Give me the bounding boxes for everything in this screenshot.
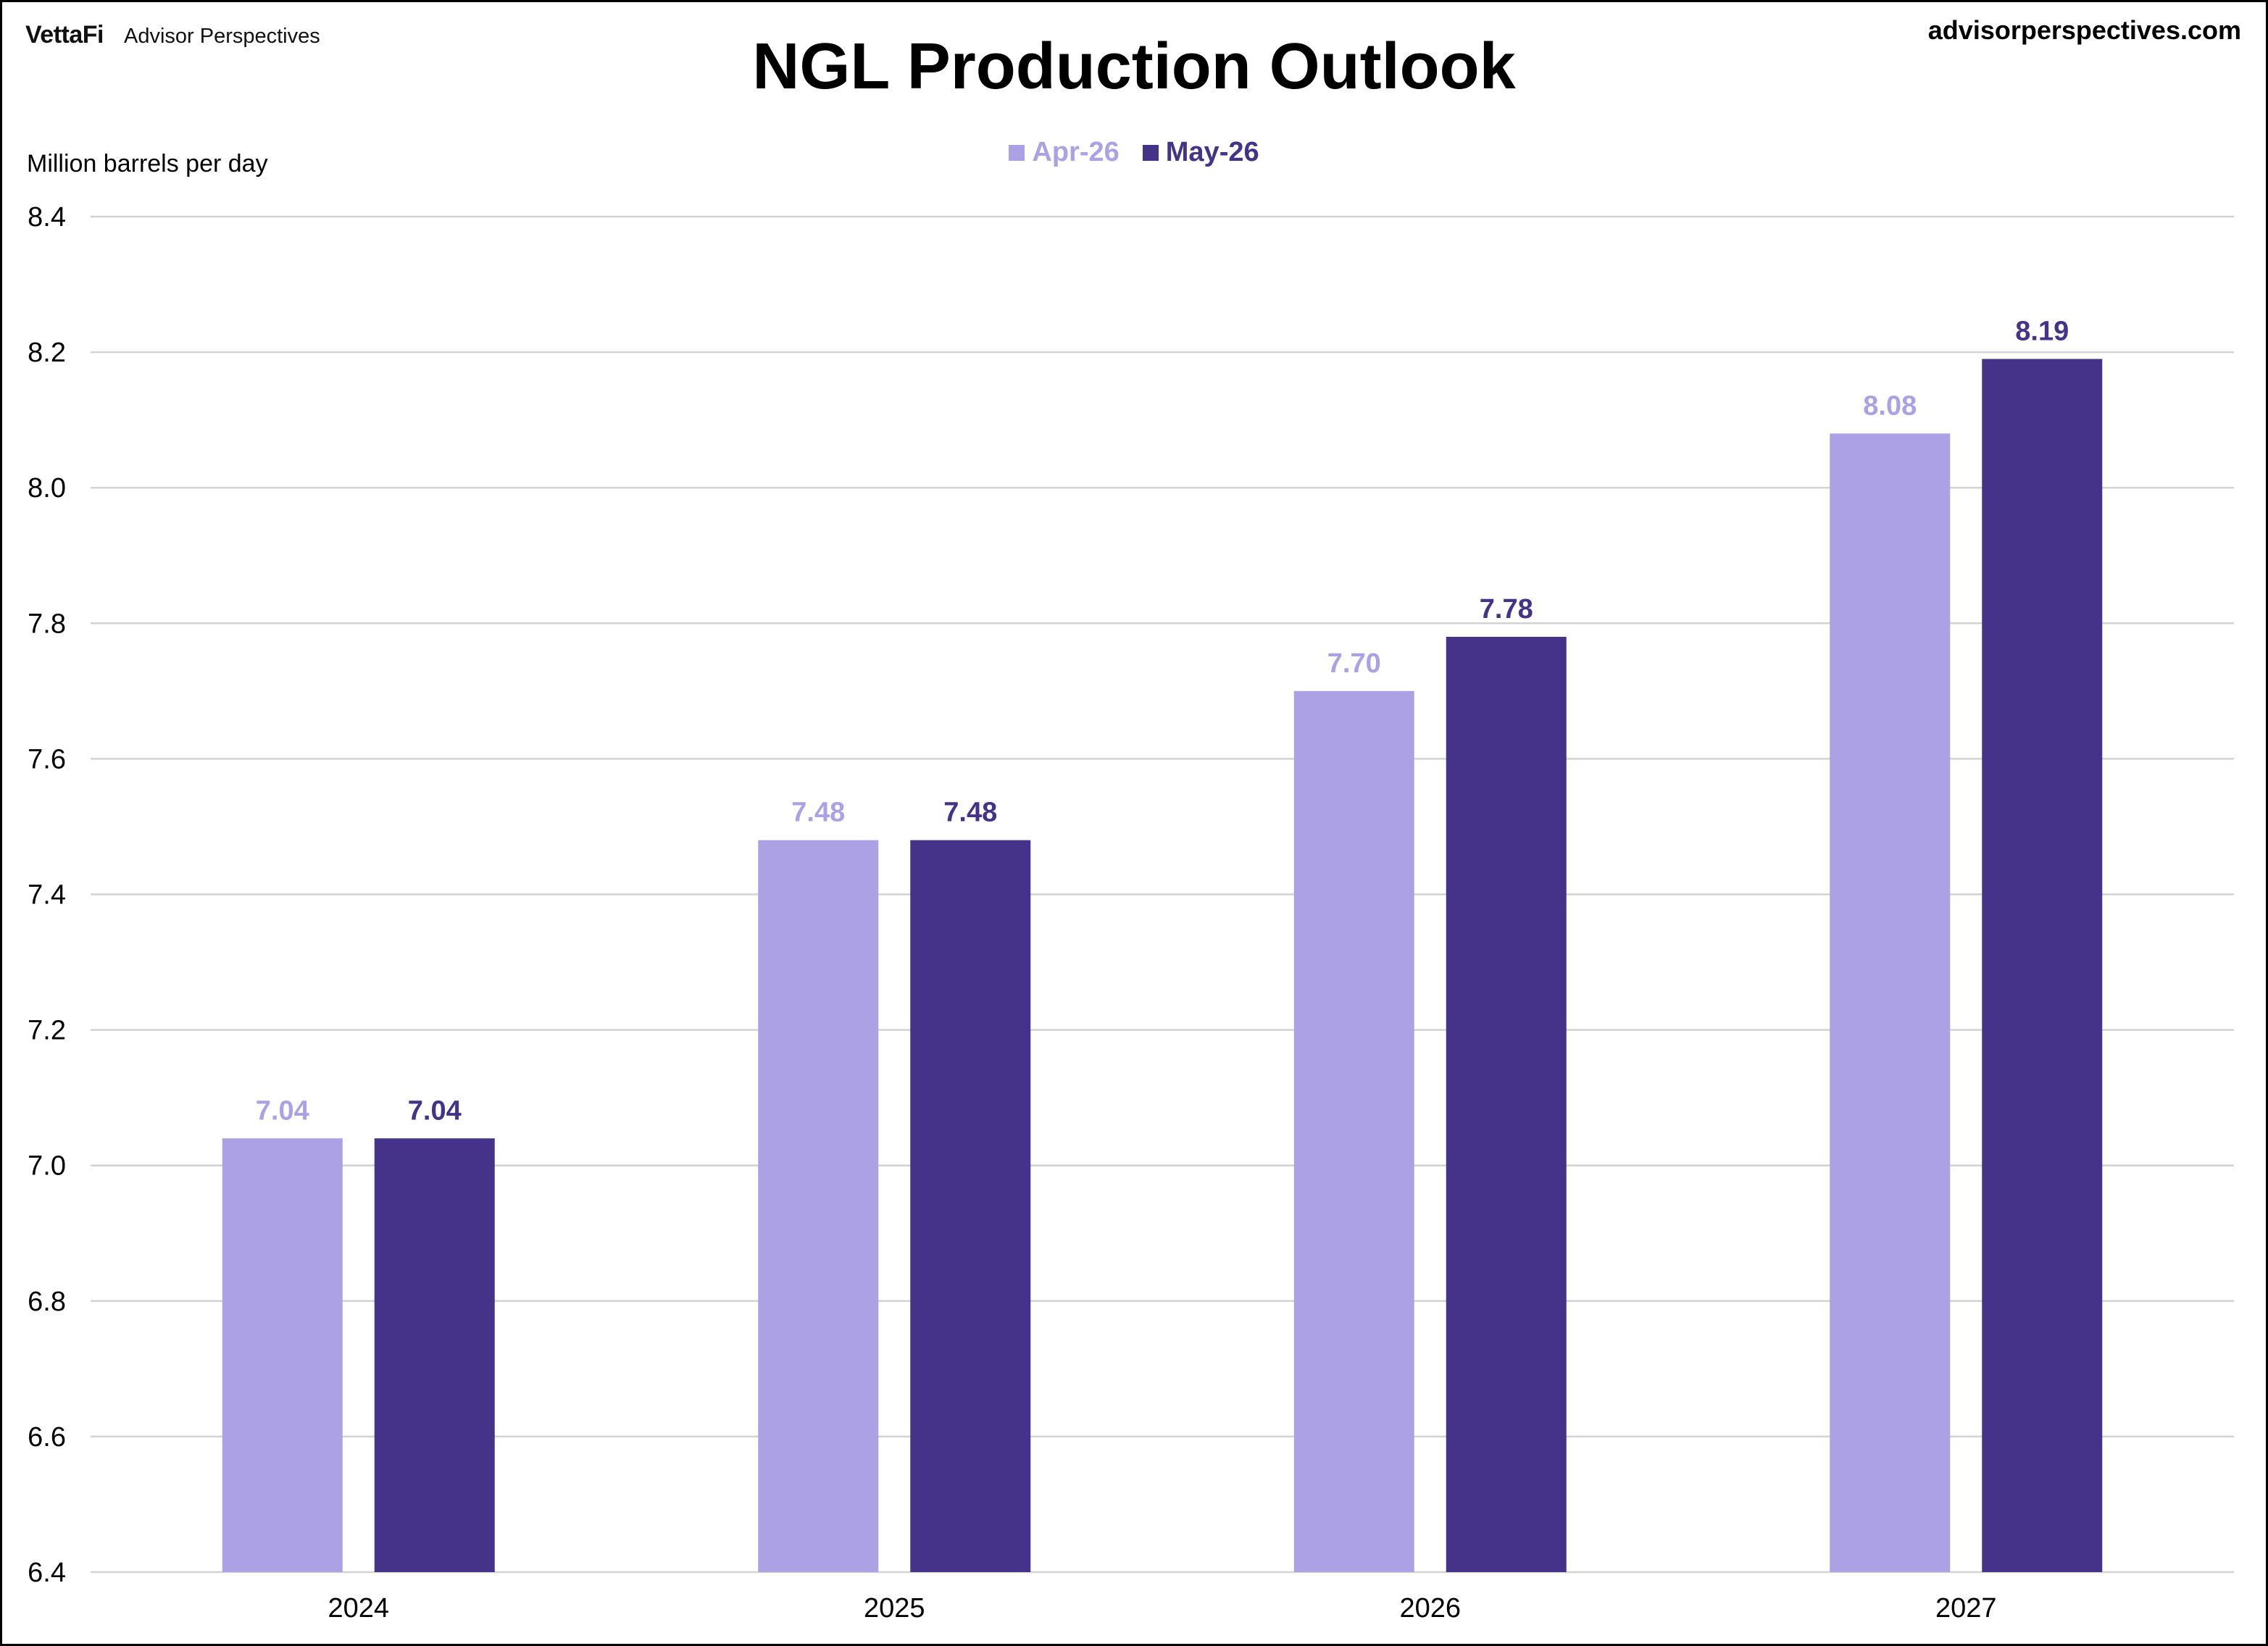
bar-may-26-2024 bbox=[374, 1138, 495, 1572]
x-tick-label: 2025 bbox=[864, 1593, 925, 1624]
legend: Apr-26 May-26 bbox=[2, 137, 2266, 168]
y-tick-label: 8.0 bbox=[28, 473, 66, 504]
data-label: 7.78 bbox=[1480, 594, 1533, 624]
site-url: advisorperspectives.com bbox=[1927, 15, 2241, 45]
y-tick-label: 7.2 bbox=[28, 1016, 66, 1046]
bar-apr-26-2026 bbox=[1293, 690, 1414, 1572]
data-label: 7.48 bbox=[943, 798, 997, 828]
y-tick-label: 6.8 bbox=[28, 1287, 66, 1317]
bar-apr-26-2024 bbox=[222, 1138, 343, 1572]
bar-apr-26-2027 bbox=[1830, 433, 1951, 1572]
legend-swatch-may bbox=[1142, 144, 1159, 161]
data-label: 7.70 bbox=[1327, 648, 1381, 679]
y-axis-label: Million barrels per day bbox=[27, 150, 268, 177]
data-label: 8.08 bbox=[1863, 390, 1917, 421]
x-tick-label: 2026 bbox=[1399, 1593, 1461, 1624]
y-tick-label: 8.2 bbox=[28, 338, 66, 368]
chart-title: NGL Production Outlook bbox=[752, 30, 1516, 103]
y-tick-label: 7.6 bbox=[28, 744, 66, 774]
legend-swatch-apr bbox=[1009, 144, 1025, 161]
brand-name: Advisor Perspectives bbox=[123, 25, 320, 48]
bar-may-26-2025 bbox=[910, 840, 1031, 1572]
x-tick-label: 2027 bbox=[1935, 1593, 1997, 1624]
brand: VettaFi Advisor Perspectives bbox=[25, 21, 320, 49]
bar-may-26-2027 bbox=[1982, 359, 2103, 1573]
bar-may-26-2026 bbox=[1446, 637, 1567, 1572]
y-tick-label: 7.4 bbox=[28, 880, 66, 911]
data-label: 8.19 bbox=[2015, 316, 2069, 346]
x-tick-label: 2024 bbox=[328, 1593, 389, 1624]
data-label: 7.04 bbox=[408, 1095, 462, 1126]
y-tick-label: 6.4 bbox=[28, 1558, 66, 1588]
y-tick-label: 7.8 bbox=[28, 609, 66, 639]
vettafi-logo: VettaFi bbox=[25, 21, 104, 49]
legend-label-may: May-26 bbox=[1165, 137, 1259, 167]
legend-label-apr: Apr-26 bbox=[1032, 137, 1120, 167]
y-tick-label: 6.6 bbox=[28, 1422, 66, 1453]
legend-item-may: May-26 bbox=[1142, 137, 1259, 168]
bar-apr-26-2025 bbox=[758, 840, 879, 1572]
legend-item-apr: Apr-26 bbox=[1009, 137, 1120, 168]
y-tick-label: 8.4 bbox=[28, 202, 66, 233]
data-label: 7.04 bbox=[256, 1095, 309, 1126]
data-label: 7.48 bbox=[791, 798, 845, 828]
y-tick-label: 7.0 bbox=[28, 1151, 66, 1182]
